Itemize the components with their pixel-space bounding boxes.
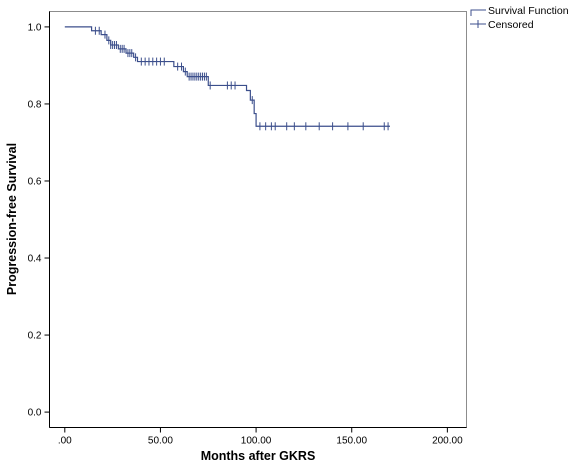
x-axis-ticks: .00 50.00 100.00 150.00 200.00 xyxy=(58,427,463,447)
y-tick-label: 0.4 xyxy=(28,254,42,265)
x-axis-title: Months after GKRS xyxy=(201,449,316,463)
legend-label-censored: Censored xyxy=(488,19,534,31)
x-tick-label: 50.00 xyxy=(148,436,173,447)
y-axis-title: Progression-free Survival xyxy=(5,143,19,295)
y-tick-label: 1.0 xyxy=(28,22,42,33)
y-axis-ticks: 0.0 0.2 0.4 0.6 0.8 1.0 xyxy=(28,22,50,419)
series-layer xyxy=(64,26,390,131)
y-tick-label: 0.2 xyxy=(28,331,42,342)
x-tick-label: .00 xyxy=(58,436,72,447)
plot-area-frame xyxy=(49,11,467,428)
legend-item-survival-function: Survival Function xyxy=(470,5,569,17)
legend-item-censored: Censored xyxy=(470,19,534,31)
survival-function-line xyxy=(64,26,390,127)
y-tick-label: 0.0 xyxy=(28,408,42,419)
x-tick-label: 200.00 xyxy=(432,436,463,447)
x-tick-label: 100.00 xyxy=(241,436,272,447)
legend: Survival Function Censored xyxy=(470,5,569,31)
y-tick-label: 0.6 xyxy=(28,176,42,187)
legend-step-symbol xyxy=(470,9,486,16)
legend-label-survival-function: Survival Function xyxy=(488,5,569,17)
x-tick-label: 150.00 xyxy=(336,436,367,447)
y-tick-label: 0.8 xyxy=(28,99,42,110)
